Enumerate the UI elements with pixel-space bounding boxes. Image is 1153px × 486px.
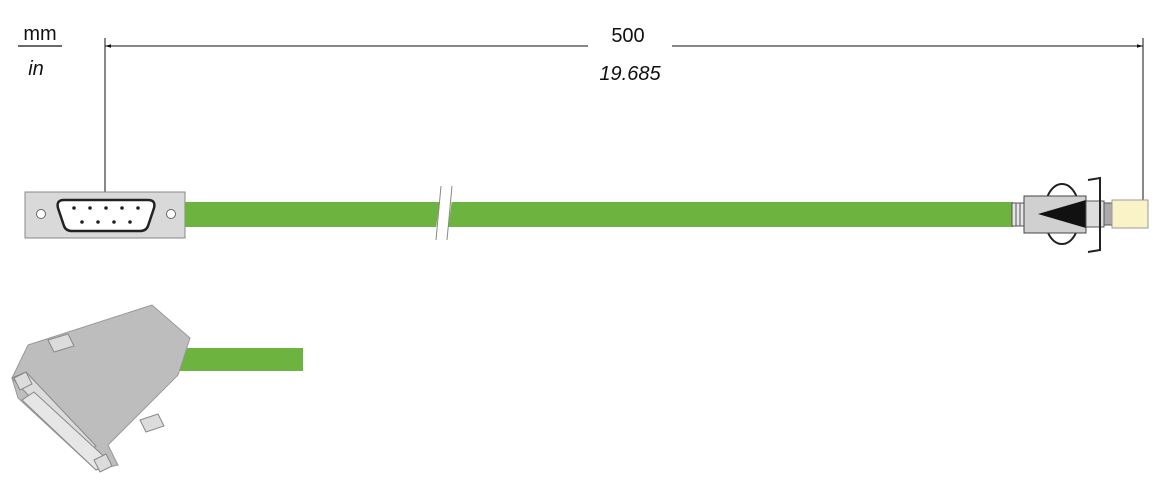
cable [185,202,1013,227]
rj45-connector [1011,176,1149,253]
unit-secondary: in [28,58,44,80]
dimension-secondary: 19.685 [599,63,661,85]
unit-primary: mm [23,23,56,45]
dsub-connector [24,191,186,239]
cable-break [434,185,454,241]
connector-side-view [11,304,303,473]
dimension-primary: 500 [611,25,644,47]
